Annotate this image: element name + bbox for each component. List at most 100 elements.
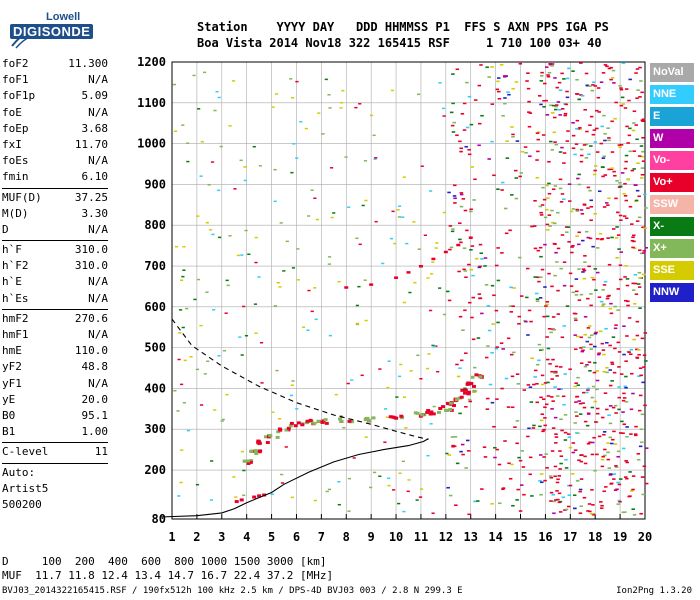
echo-mark	[520, 450, 525, 452]
echo-mark	[579, 154, 584, 157]
echo-mark	[618, 264, 623, 267]
legend-item: NNE	[650, 85, 694, 104]
echo-mark	[258, 165, 262, 167]
f2-trace-echo	[288, 424, 293, 428]
echo-mark	[402, 396, 407, 398]
echo-mark	[559, 388, 563, 390]
echo-mark	[278, 286, 282, 288]
echo-mark	[585, 84, 590, 87]
x-tick-label: 11	[414, 530, 428, 544]
echo-mark	[533, 376, 537, 378]
echo-mark	[602, 370, 607, 373]
echo-mark	[623, 167, 628, 170]
echo-mark	[560, 336, 565, 339]
echo-mark	[589, 115, 594, 118]
echo-mark	[391, 489, 396, 491]
echo-mark	[405, 242, 409, 245]
echo-mark	[537, 343, 542, 346]
echo-mark	[581, 268, 586, 271]
echo-mark	[553, 77, 557, 79]
echo-mark	[590, 89, 595, 92]
echo-mark	[567, 183, 572, 185]
echo-mark	[555, 261, 559, 263]
f2-trace-echo	[438, 406, 443, 410]
echo-mark	[551, 400, 555, 402]
echo-mark	[641, 273, 646, 276]
echo-mark	[299, 120, 303, 123]
echo-mark	[540, 71, 544, 74]
echo-mark	[207, 184, 211, 186]
echo-mark	[616, 481, 620, 484]
echo-mark	[576, 177, 580, 180]
echo-mark	[463, 309, 467, 312]
echo-mark	[515, 140, 520, 142]
echo-mark	[548, 63, 553, 66]
f2-trace-echo	[394, 416, 399, 420]
echo-mark	[565, 90, 569, 93]
param-key: yE	[2, 392, 16, 406]
echo-mark	[364, 199, 368, 202]
echo-mark	[602, 206, 607, 208]
y-tick-label: 1200	[137, 55, 166, 69]
echo-mark	[328, 334, 332, 337]
echo-mark	[614, 466, 619, 468]
echo-mark	[539, 419, 544, 422]
f2-trace-echo	[443, 408, 448, 412]
echo-mark	[492, 294, 496, 297]
echo-mark	[609, 302, 613, 305]
echo-mark	[535, 132, 540, 134]
echo-mark	[315, 218, 320, 221]
echo-mark	[614, 324, 618, 326]
echo-mark	[630, 169, 635, 172]
echo-mark	[401, 460, 405, 463]
f2-trace-echo	[425, 410, 430, 414]
echo-mark	[630, 372, 634, 375]
echo-mark	[464, 276, 468, 279]
e-trace-echo	[252, 495, 257, 499]
param-value: N/A	[88, 291, 108, 305]
echo-mark	[590, 276, 595, 279]
echo-mark	[477, 144, 481, 147]
echo-mark	[638, 96, 642, 98]
echo-mark	[270, 493, 274, 495]
echo-mark	[546, 395, 551, 397]
echo-mark	[473, 99, 478, 101]
echo-mark	[558, 187, 563, 190]
y-tick-label: 900	[144, 177, 166, 191]
echo-mark	[539, 75, 544, 77]
echo-mark	[252, 145, 256, 148]
echo-mark	[553, 475, 557, 478]
echo-mark	[334, 393, 338, 396]
echo-mark	[564, 226, 569, 228]
echo-mark	[238, 336, 242, 338]
echo-mark	[357, 285, 361, 288]
echo-mark	[231, 80, 236, 82]
echo-mark	[555, 86, 559, 89]
echo-mark	[455, 68, 460, 71]
echo-mark	[552, 500, 556, 503]
echo-mark	[560, 146, 564, 149]
echo-mark	[617, 408, 621, 411]
echo-mark	[637, 375, 641, 378]
echo-mark	[451, 102, 455, 105]
echo-mark	[506, 91, 510, 94]
echo-mark	[555, 490, 559, 492]
echo-mark	[210, 460, 214, 462]
param-separator	[2, 442, 108, 444]
echo-mark	[611, 406, 616, 409]
echo-mark	[413, 281, 417, 284]
echo-mark	[455, 363, 459, 366]
echo-mark	[613, 443, 618, 445]
echo-mark	[551, 221, 555, 224]
echo-mark	[609, 473, 613, 475]
echo-mark	[460, 112, 465, 115]
e-trace-echo	[239, 498, 244, 502]
echo-mark	[473, 500, 477, 503]
echo-mark	[640, 337, 645, 340]
param-key: hmF1	[2, 328, 29, 341]
f2-trace-echo	[367, 418, 372, 422]
echo-mark	[557, 492, 562, 495]
echo-mark	[511, 133, 515, 136]
echo-mark	[181, 326, 185, 329]
echo-mark	[271, 411, 275, 413]
